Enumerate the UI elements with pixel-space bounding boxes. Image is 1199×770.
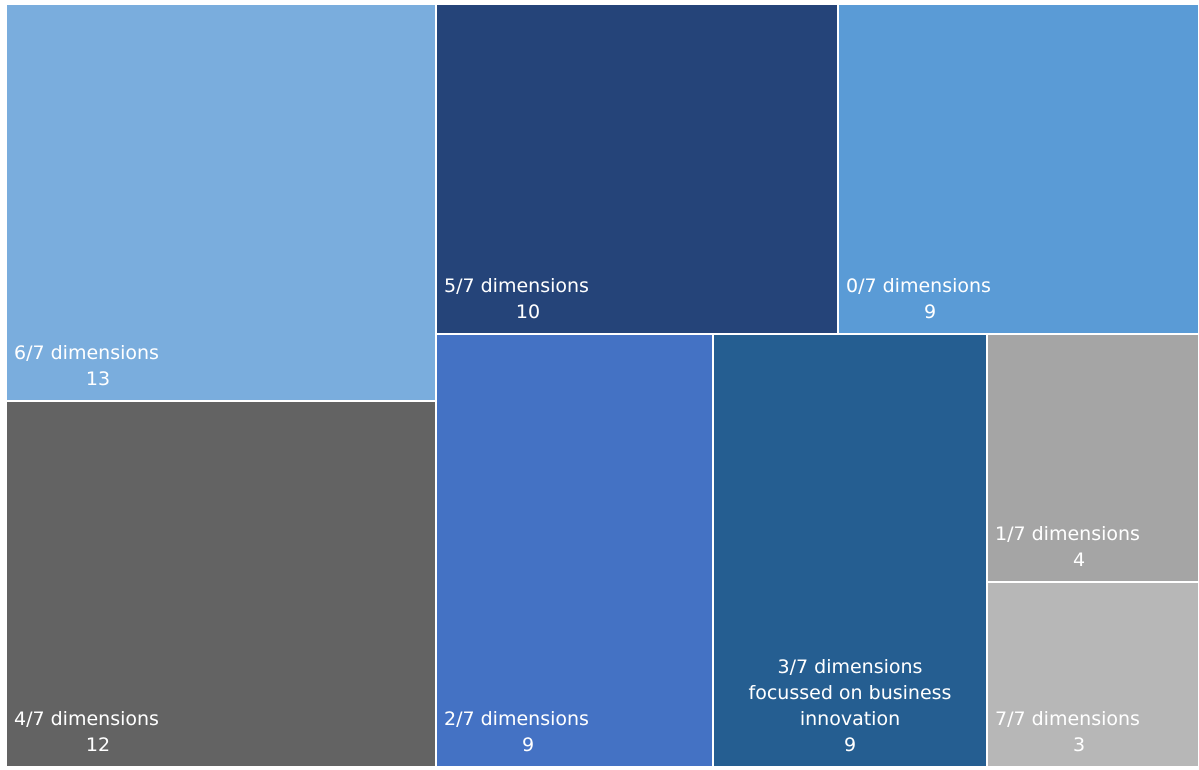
tile-label: 3/7 dimensions xyxy=(778,656,923,678)
treemap-tile xyxy=(837,3,1199,335)
tile-label: 4/7 dimensions xyxy=(14,708,159,730)
tile-value: 3 xyxy=(1073,734,1085,756)
treemap-tile xyxy=(435,333,714,768)
tile-label: focussed on business xyxy=(749,682,952,704)
tile-value: 10 xyxy=(516,301,540,323)
treemap-tile xyxy=(5,3,437,402)
tile-label: 0/7 dimensions xyxy=(846,275,991,297)
tile-label: 7/7 dimensions xyxy=(995,708,1140,730)
tile-label: innovation xyxy=(800,708,900,730)
tile-value: 13 xyxy=(86,368,110,390)
tile-value: 9 xyxy=(522,734,534,756)
tile-label: 2/7 dimensions xyxy=(444,708,589,730)
tile-label: 5/7 dimensions xyxy=(444,275,589,297)
treemap-tile xyxy=(712,333,988,768)
tile-label: 1/7 dimensions xyxy=(995,523,1140,545)
tile-value: 12 xyxy=(86,734,110,756)
treemap-tile xyxy=(435,3,839,335)
treemap-tile xyxy=(5,400,437,768)
treemap-tile xyxy=(986,333,1199,583)
tile-value: 9 xyxy=(844,734,856,756)
treemap-tile xyxy=(986,581,1199,768)
tile-value: 9 xyxy=(924,301,936,323)
tile-value: 4 xyxy=(1073,549,1085,571)
tile-label: 6/7 dimensions xyxy=(14,342,159,364)
